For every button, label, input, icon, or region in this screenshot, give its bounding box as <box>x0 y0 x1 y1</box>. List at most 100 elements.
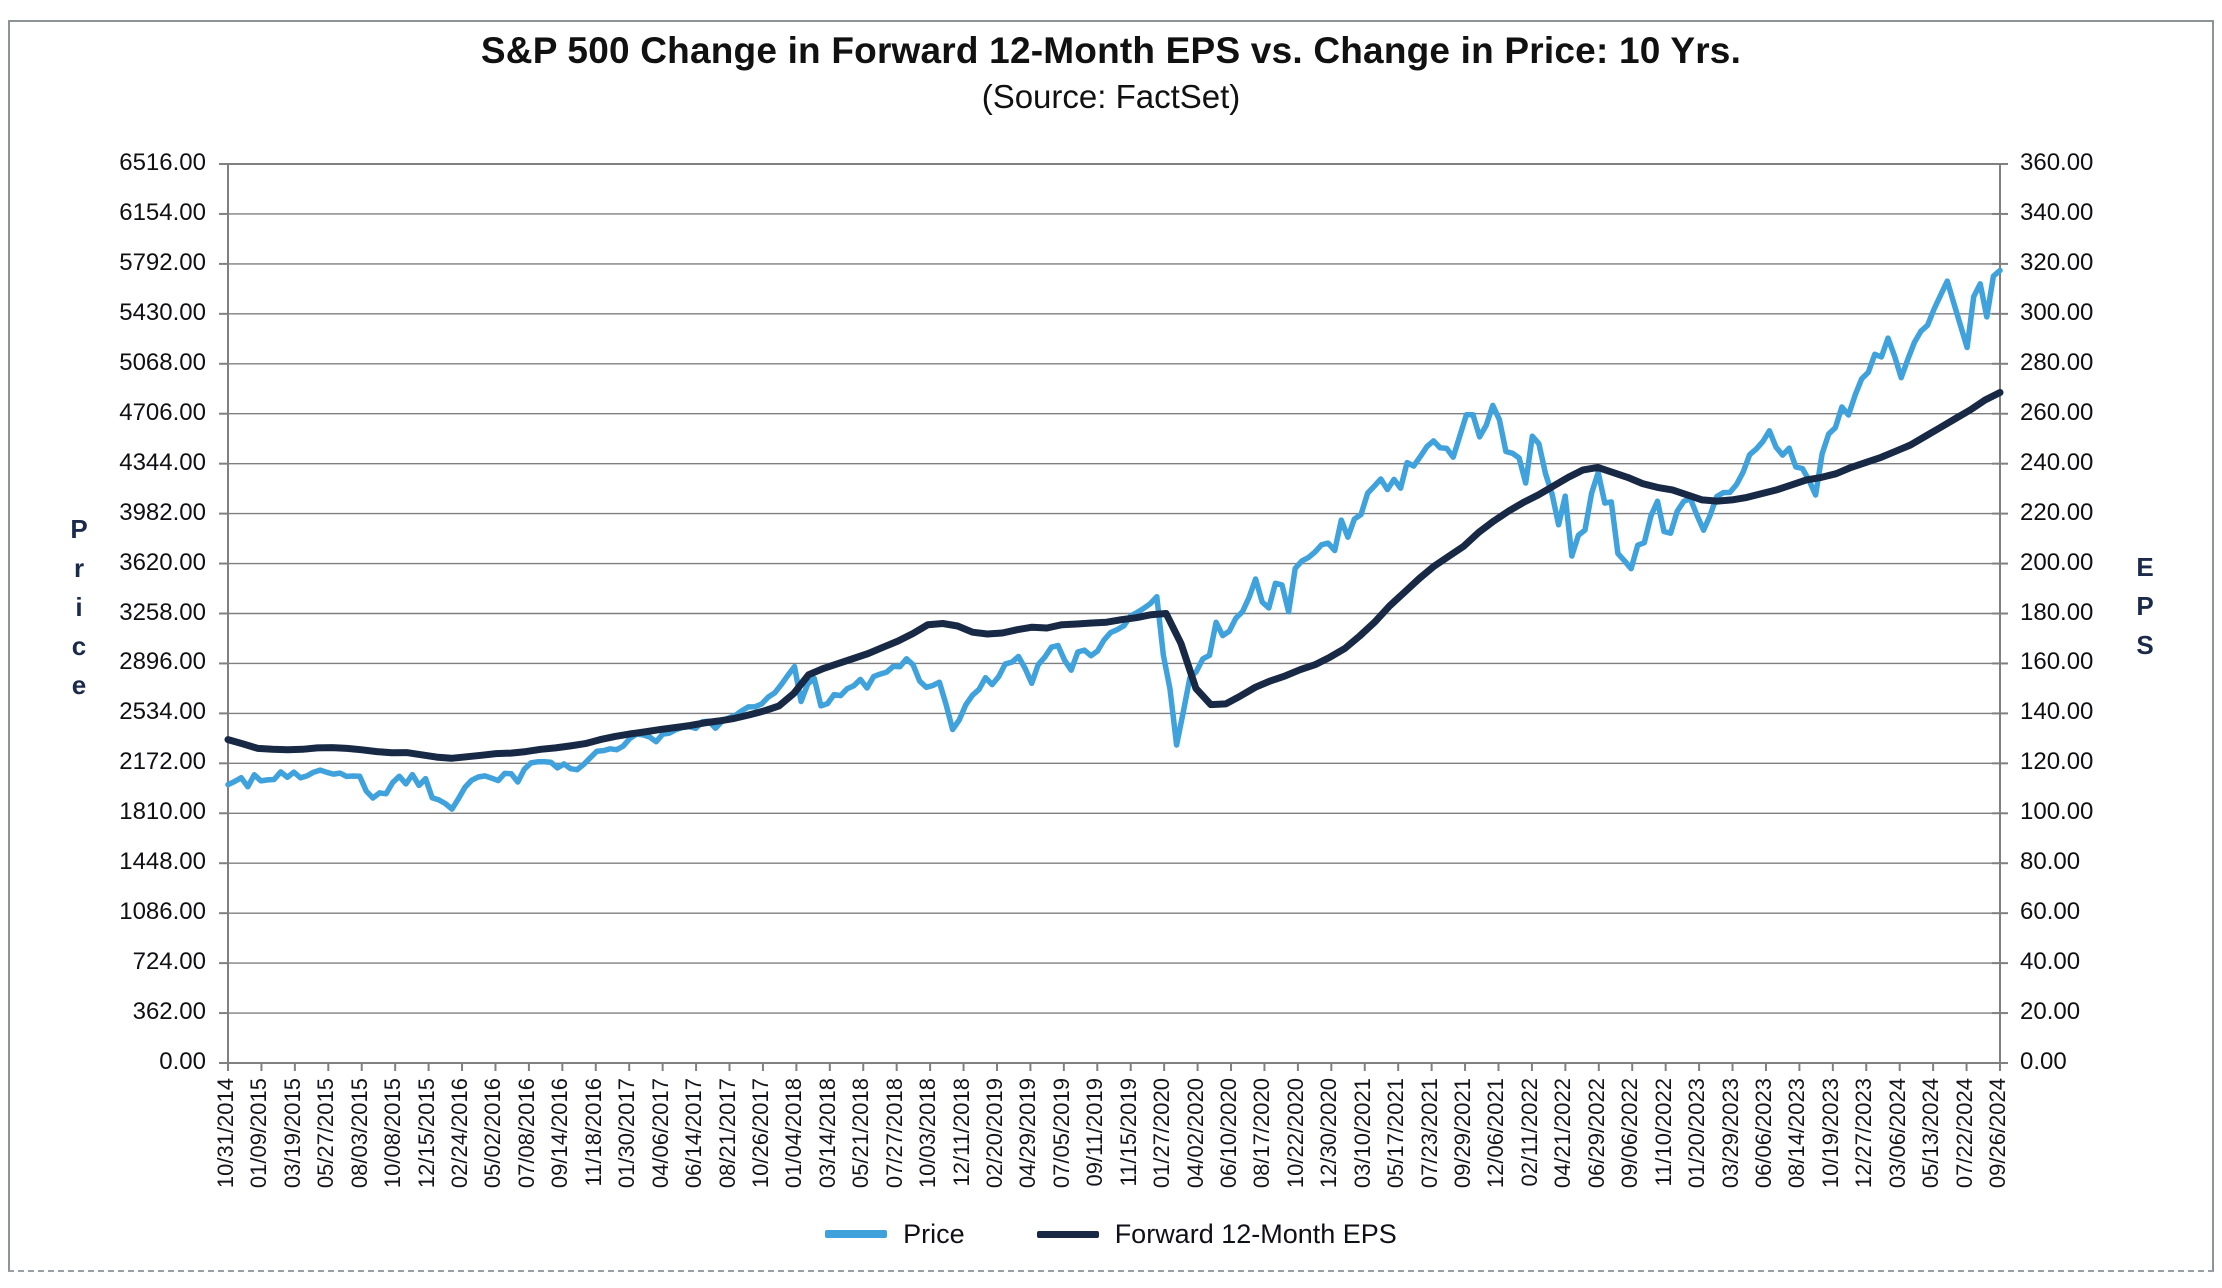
left-axis-tick-label: 3258.00 <box>119 598 206 626</box>
x-axis-tick-label: 04/29/2019 <box>1015 1078 1041 1189</box>
left-axis-tick-label: 5792.00 <box>119 248 206 276</box>
right-axis-tick-label: 60.00 <box>2020 898 2081 926</box>
x-axis-tick-label: 06/14/2017 <box>681 1078 707 1189</box>
x-axis-tick-label: 07/27/2018 <box>881 1078 907 1189</box>
right-axis-tick-label: 200.00 <box>2020 548 2094 576</box>
right-axis-tick-label: 220.00 <box>2020 498 2094 526</box>
x-axis-tick-label: 12/30/2020 <box>1316 1078 1342 1189</box>
right-axis-tick-label: 340.00 <box>2020 198 2094 226</box>
x-axis-tick-label: 12/15/2015 <box>413 1078 439 1189</box>
right-axis-tick-label: 0.00 <box>2020 1048 2067 1075</box>
x-axis-tick-label: 05/13/2024 <box>1918 1078 1944 1189</box>
left-axis-tick-label: 362.00 <box>132 998 206 1026</box>
x-axis-tick-label: 07/22/2024 <box>1951 1078 1977 1189</box>
x-axis-tick-label: 10/19/2023 <box>1817 1078 1843 1189</box>
left-axis-tick-label: 1448.00 <box>119 848 206 876</box>
chart-subtitle: (Source: FactSet) <box>981 78 1241 115</box>
left-axis-tick-label: 3982.00 <box>119 498 206 526</box>
x-axis-tick-label: 06/10/2020 <box>1216 1078 1242 1189</box>
left-axis-tick-label: 2534.00 <box>119 698 206 726</box>
x-axis-tick-label: 09/06/2022 <box>1617 1078 1643 1189</box>
x-axis-tick-label: 08/21/2017 <box>714 1078 740 1189</box>
left-axis-tick-label: 5430.00 <box>119 298 206 326</box>
right-axis-tick-label: 40.00 <box>2020 948 2081 976</box>
x-axis-tick-label: 04/06/2017 <box>647 1078 673 1189</box>
x-axis-tick-label: 10/08/2015 <box>380 1078 406 1189</box>
price-legend-label: Price <box>903 1218 965 1249</box>
left-axis-tick-label: 4706.00 <box>119 398 206 426</box>
price-legend-swatch <box>825 1230 888 1238</box>
x-axis-tick-label: 06/29/2022 <box>1583 1078 1609 1189</box>
x-axis-tick-label: 10/26/2017 <box>747 1078 773 1189</box>
left-axis-tick-label: 2896.00 <box>119 648 206 676</box>
x-axis-tick-label: 11/10/2022 <box>1650 1078 1676 1187</box>
eps-legend-label: Forward 12-Month EPS <box>1114 1218 1397 1249</box>
x-axis-tick-label: 12/27/2023 <box>1851 1078 1877 1189</box>
x-axis-tick-label: 04/02/2020 <box>1182 1078 1208 1189</box>
right-axis-tick-label: 100.00 <box>2020 798 2094 826</box>
right-axis-tick-label: 320.00 <box>2020 248 2094 276</box>
right-axis-tick-label: 140.00 <box>2020 698 2094 726</box>
left-axis-tick-label: 5068.00 <box>119 348 206 376</box>
right-axis-tick-label: 20.00 <box>2020 998 2081 1026</box>
right-axis-tick-label: 120.00 <box>2020 748 2094 776</box>
x-axis-tick-label: 09/11/2019 <box>1082 1078 1108 1187</box>
x-axis-tick-label: 04/21/2022 <box>1550 1078 1576 1189</box>
x-axis-tick-label: 05/17/2021 <box>1383 1078 1409 1189</box>
forward-12-month-eps-line <box>224 389 2004 762</box>
left-axis-tick-label: 724.00 <box>132 948 206 976</box>
right-axis-tick-label: 260.00 <box>2020 398 2094 426</box>
x-axis-tick-label: 02/11/2022 <box>1516 1078 1542 1187</box>
x-axis-tick-label: 03/19/2015 <box>279 1078 305 1189</box>
x-axis-tick-label: 12/06/2021 <box>1483 1078 1509 1189</box>
x-axis-tick-label: 07/05/2019 <box>1048 1078 1074 1189</box>
right-axis-tick-label: 80.00 <box>2020 848 2081 876</box>
x-axis-tick-label: 06/06/2023 <box>1750 1078 1776 1189</box>
x-axis-tick-label: 07/08/2016 <box>513 1078 539 1189</box>
x-axis-tick-label: 12/11/2018 <box>948 1078 974 1187</box>
x-axis-tick-label: 11/18/2016 <box>580 1078 606 1187</box>
x-axis-tick-label: 09/26/2024 <box>1985 1078 2010 1189</box>
x-axis-tick-label: 01/30/2017 <box>614 1078 640 1189</box>
x-axis-tick-label: 09/14/2016 <box>547 1078 573 1189</box>
x-axis-tick-label: 02/20/2019 <box>981 1078 1007 1189</box>
left-axis-tick-label: 1810.00 <box>119 798 206 826</box>
x-axis-tick-label: 09/29/2021 <box>1450 1078 1476 1189</box>
left-axis-tick-label: 3620.00 <box>119 548 206 576</box>
left-axis-tick-label: 6154.00 <box>119 198 206 226</box>
x-axis-tick-label: 11/15/2019 <box>1115 1078 1141 1187</box>
plot-border <box>227 163 2001 1064</box>
x-axis-tick-label: 10/03/2018 <box>915 1078 941 1189</box>
right-axis-title-eps: E P S <box>2136 552 2154 660</box>
right-axis-tick-label: 160.00 <box>2020 648 2094 676</box>
price-line <box>225 267 2003 812</box>
x-axis-tick-label: 08/14/2023 <box>1784 1078 1810 1189</box>
right-axis-tick-label: 280.00 <box>2020 348 2094 376</box>
x-axis-tick-label: 01/04/2018 <box>781 1078 807 1189</box>
left-axis-title-price: P r i c e <box>70 514 88 700</box>
right-axis-tick-label: 240.00 <box>2020 448 2094 476</box>
x-axis-tick-label: 10/31/2014 <box>213 1078 238 1189</box>
x-axis-tick-label: 02/24/2016 <box>447 1078 473 1189</box>
eps-legend-swatch <box>1036 1230 1099 1238</box>
left-axis-tick-label: 2172.00 <box>119 748 206 776</box>
right-axis-tick-label: 180.00 <box>2020 598 2094 626</box>
x-axis-tick-label: 07/23/2021 <box>1416 1078 1442 1189</box>
left-axis-tick-label: 0.00 <box>159 1048 206 1075</box>
x-axis-tick-label: 08/03/2015 <box>346 1078 372 1189</box>
right-axis-tick-label: 360.00 <box>2020 149 2094 176</box>
x-axis-tick-label: 08/17/2020 <box>1249 1078 1275 1189</box>
x-axis-tick-label: 05/02/2016 <box>480 1078 506 1189</box>
x-axis-tick-label: 10/22/2020 <box>1282 1078 1308 1189</box>
x-axis-tick-label: 05/21/2018 <box>848 1078 874 1189</box>
x-axis-tick-label: 03/06/2024 <box>1884 1078 1910 1189</box>
left-axis-tick-label: 4344.00 <box>119 448 206 476</box>
right-axis-tick-label: 300.00 <box>2020 298 2094 326</box>
legend: Price Forward 12-Month EPS <box>0 1212 2222 1256</box>
left-axis-tick-label: 1086.00 <box>119 898 206 926</box>
x-axis-tick-label: 03/14/2018 <box>814 1078 840 1189</box>
x-axis-tick-label: 01/20/2023 <box>1684 1078 1710 1189</box>
x-axis-tick-label: 03/10/2021 <box>1349 1078 1375 1189</box>
x-axis-tick-label: 01/09/2015 <box>246 1078 272 1189</box>
